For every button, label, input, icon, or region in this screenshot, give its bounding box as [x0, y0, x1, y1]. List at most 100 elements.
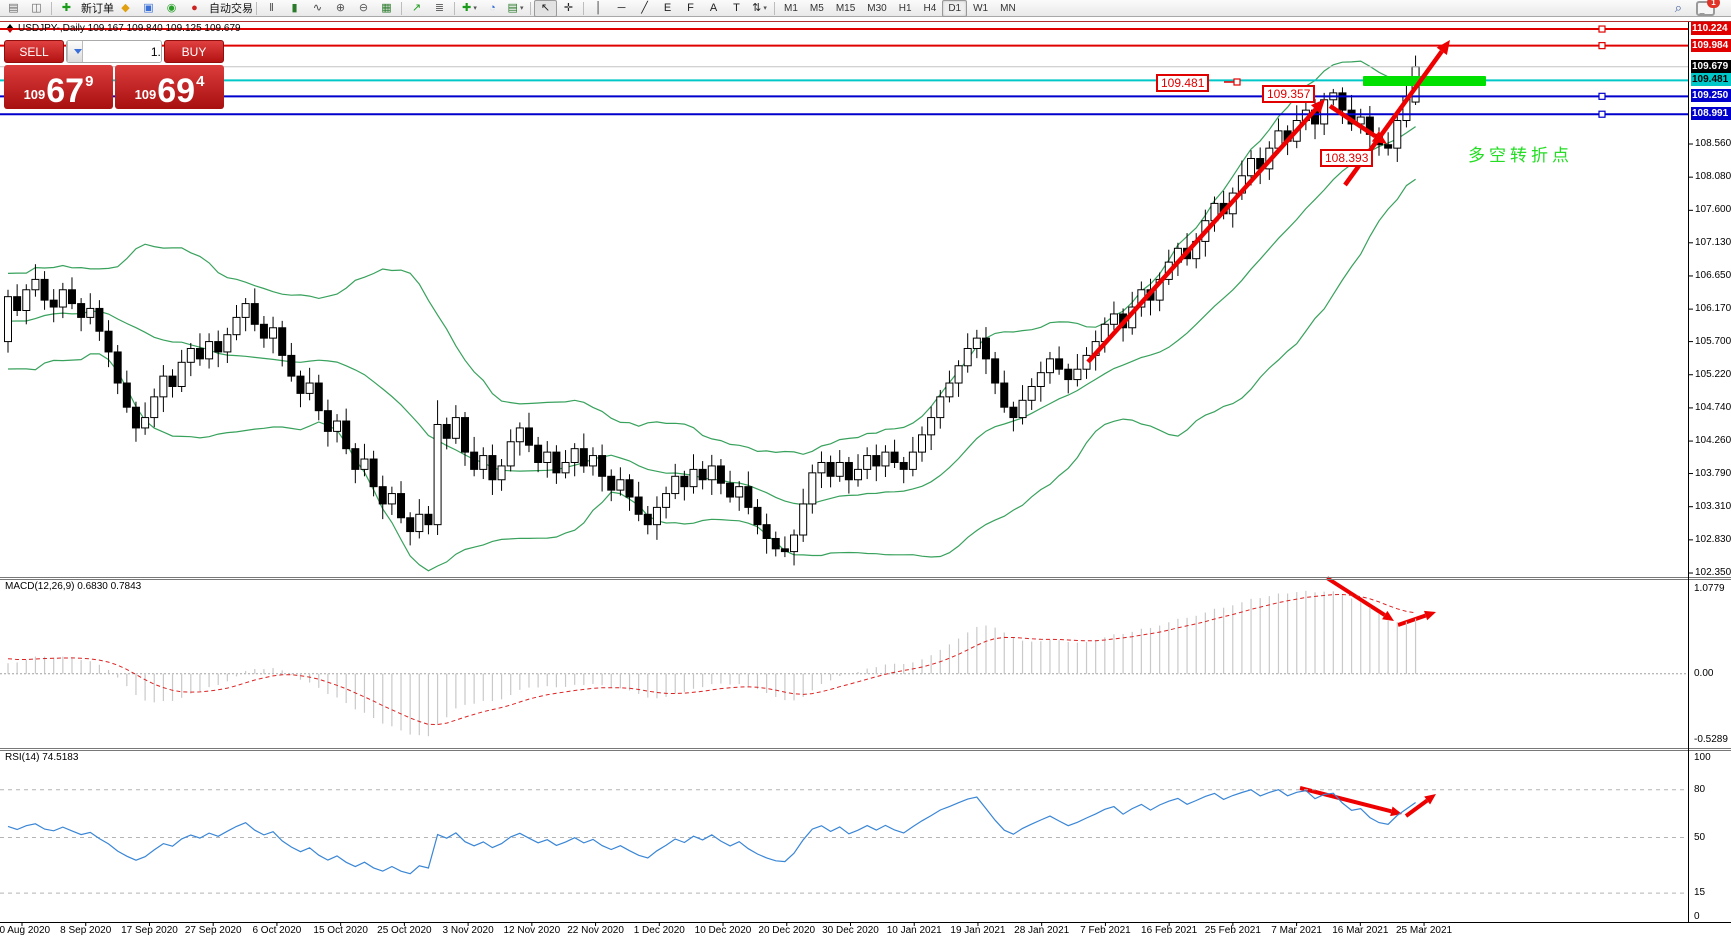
- hline-handle[interactable]: [1598, 92, 1606, 100]
- cursor-tool[interactable]: ↖: [534, 0, 557, 17]
- timeframe-m5[interactable]: M5: [809, 2, 824, 14]
- tile-windows-icon[interactable]: ▦: [375, 0, 398, 17]
- price-scale-label: 110.224: [1691, 22, 1731, 36]
- bb-lower: [7, 178, 1416, 572]
- price-label-108393[interactable]: 108.393: [1320, 149, 1374, 167]
- volume-decrease-button[interactable]: [67, 41, 83, 62]
- notifications-icon[interactable]: 1: [1696, 0, 1720, 16]
- profiles-icon[interactable]: ◫: [25, 0, 48, 17]
- signals-icon[interactable]: ◉: [160, 0, 183, 17]
- rsi-scale-label: 15: [1694, 887, 1706, 899]
- rsi-line: [7, 789, 1416, 875]
- trend-arrow[interactable]: [1086, 107, 1318, 364]
- hline-handle[interactable]: [1598, 110, 1606, 118]
- indicators-icon[interactable]: ↗: [405, 0, 428, 17]
- autotrading-button-label: 自动交易: [209, 3, 253, 15]
- volume-input[interactable]: [83, 41, 161, 62]
- price-tick-label: 108.080: [1695, 171, 1731, 183]
- trend-arrow[interactable]: [1325, 576, 1386, 617]
- add-indicator-button[interactable]: ✚ ▾: [458, 0, 481, 17]
- data-window-icon: ▣: [143, 1, 154, 14]
- timeframe-m1[interactable]: M1: [784, 2, 798, 14]
- time-axis-label: 7 Mar 2021: [1271, 925, 1322, 936]
- buy-price-button[interactable]: 109 69 4: [115, 65, 224, 109]
- toolbar-buttons: ▤ ◫ ✚ 新订单 ◆ ▣ ◉ ● 自动交易 ‖ ▮ ∿ ⊕ ⊖ ▦ ↗ ≣ ✚ ▾ ◔ ▤ ▾ ↖ ✛ │ ─ ╱ E F A T ⇅ ▾: [2, 0, 778, 17]
- arrows-tool[interactable]: ⇅ ▾: [748, 0, 771, 17]
- arrow-head-icon: [1424, 794, 1436, 805]
- bar-chart-icon[interactable]: ‖: [260, 0, 283, 17]
- line-chart-icon[interactable]: ∿: [306, 0, 329, 17]
- zoom-in-icon[interactable]: ⊕: [329, 0, 352, 17]
- buy-button[interactable]: BUY: [164, 40, 224, 63]
- timeframe-h4[interactable]: H4: [923, 2, 937, 14]
- price-label-109481[interactable]: 109.481: [1156, 74, 1210, 92]
- market-watch-icon: ◆: [121, 1, 130, 14]
- sell-price-button[interactable]: 109 67 9: [4, 65, 113, 109]
- vertical-line-tool: │: [595, 1, 602, 14]
- time-axis-label: 19 Jan 2021: [950, 925, 1006, 936]
- fibonacci-fan-tool[interactable]: F: [679, 0, 702, 17]
- search-icon[interactable]: ⌕: [1674, 0, 1682, 15]
- toolbar-separator: [51, 1, 52, 15]
- trend-arrow[interactable]: [1404, 798, 1429, 818]
- time-axis-label: 12 Nov 2020: [503, 925, 561, 936]
- price-scale-label: 109.250: [1691, 89, 1731, 103]
- price-scale-label: 109.481: [1691, 73, 1731, 87]
- time-axis-label: 28 Jan 2021: [1014, 925, 1070, 936]
- rsi-pane: [0, 789, 1688, 894]
- horizontal-lines[interactable]: [0, 25, 1688, 118]
- fibonacci-tool[interactable]: E: [656, 0, 679, 17]
- vertical-line-tool[interactable]: │: [587, 0, 610, 17]
- add-indicator-button: ✚: [462, 1, 472, 14]
- bb-middle: [7, 126, 1416, 506]
- chevron-down-icon: ▾: [519, 4, 524, 12]
- candlestick-chart-icon[interactable]: ▮: [283, 0, 306, 17]
- price-label-109357[interactable]: 109.357: [1262, 85, 1316, 103]
- autotrading-button: ●: [191, 1, 198, 14]
- new-chart-icon[interactable]: ▤: [2, 0, 25, 17]
- timeframe-mn[interactable]: MN: [1000, 2, 1016, 14]
- indicator-list-icon[interactable]: ≣: [428, 0, 451, 17]
- timeframe-h1[interactable]: H1: [898, 2, 912, 14]
- autotrading-button[interactable]: ●: [183, 0, 206, 17]
- sell-price-prefix: 109: [23, 87, 46, 102]
- text-tool[interactable]: A: [702, 0, 725, 17]
- label-handle[interactable]: [1233, 78, 1241, 86]
- timeframe-w1[interactable]: W1: [973, 2, 989, 14]
- market-watch-icon[interactable]: ◆: [114, 0, 137, 17]
- arrow-head-icon: [1423, 610, 1436, 621]
- profiles-icon: ◫: [31, 1, 42, 14]
- time-axis-label: 16 Mar 2021: [1332, 925, 1389, 936]
- toolbar-separator: [454, 1, 455, 15]
- price-tick-label: 108.560: [1695, 138, 1731, 149]
- trend-arrow[interactable]: [1299, 786, 1392, 814]
- text-label-tool[interactable]: T: [725, 0, 748, 17]
- new-order-button[interactable]: ✚: [55, 0, 78, 17]
- crosshair-tool[interactable]: ✛: [557, 0, 580, 17]
- price-tick-label: 105.220: [1695, 368, 1731, 380]
- sell-button[interactable]: SELL: [4, 40, 64, 63]
- turning-point-note[interactable]: 多空转折点: [1468, 146, 1573, 165]
- price-tick-label: 106.170: [1695, 303, 1731, 315]
- price-tick-label: 102.830: [1695, 533, 1731, 545]
- trend-arrow[interactable]: [1397, 613, 1427, 627]
- timeframe-d1[interactable]: D1: [942, 0, 968, 17]
- timeframe-m15[interactable]: M15: [835, 2, 856, 14]
- new-order-button-label: 新订单: [81, 3, 114, 15]
- highlight-bar[interactable]: [1363, 76, 1486, 86]
- horizontal-line-tool[interactable]: ─: [610, 0, 633, 17]
- period-clock-icon[interactable]: ◔: [481, 0, 504, 17]
- trend-arrow[interactable]: [1328, 104, 1377, 139]
- hline-handle[interactable]: [1598, 25, 1606, 33]
- chevron-down-icon: ▾: [473, 4, 477, 12]
- timeframe-m30[interactable]: M30: [867, 2, 887, 14]
- templates-button[interactable]: ▤ ▾: [504, 0, 527, 17]
- trendline-tool[interactable]: ╱: [633, 0, 656, 17]
- price-tick-label: 105.700: [1695, 335, 1731, 347]
- data-window-icon[interactable]: ▣: [137, 0, 160, 17]
- rsi-scale-label: 50: [1694, 831, 1706, 843]
- macd-pane: [0, 590, 1688, 737]
- hline-handle[interactable]: [1598, 42, 1606, 50]
- zoom-out-icon[interactable]: ⊖: [352, 0, 375, 17]
- buy-price-big: 69: [157, 72, 196, 110]
